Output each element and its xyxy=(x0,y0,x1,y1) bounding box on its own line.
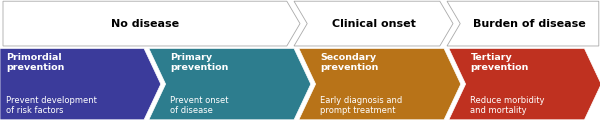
Polygon shape xyxy=(3,1,300,46)
Text: Primordial
prevention: Primordial prevention xyxy=(6,53,64,72)
Polygon shape xyxy=(447,1,599,46)
Polygon shape xyxy=(0,48,161,120)
Text: Early diagnosis and
prompt treatment: Early diagnosis and prompt treatment xyxy=(320,96,403,115)
Text: Reduce morbidity
and mortality: Reduce morbidity and mortality xyxy=(470,96,545,115)
Text: Burden of disease: Burden of disease xyxy=(473,19,586,29)
Polygon shape xyxy=(299,48,461,120)
Text: Tertiary
prevention: Tertiary prevention xyxy=(470,53,529,72)
Text: Clinical onset: Clinical onset xyxy=(332,19,415,29)
Text: Prevent development
of risk factors: Prevent development of risk factors xyxy=(6,96,97,115)
Polygon shape xyxy=(294,1,453,46)
Text: Primary
prevention: Primary prevention xyxy=(170,53,229,72)
Text: Secondary
prevention: Secondary prevention xyxy=(320,53,379,72)
Polygon shape xyxy=(149,48,311,120)
Text: No disease: No disease xyxy=(111,19,179,29)
Polygon shape xyxy=(449,48,600,120)
Text: Prevent onset
of disease: Prevent onset of disease xyxy=(170,96,229,115)
